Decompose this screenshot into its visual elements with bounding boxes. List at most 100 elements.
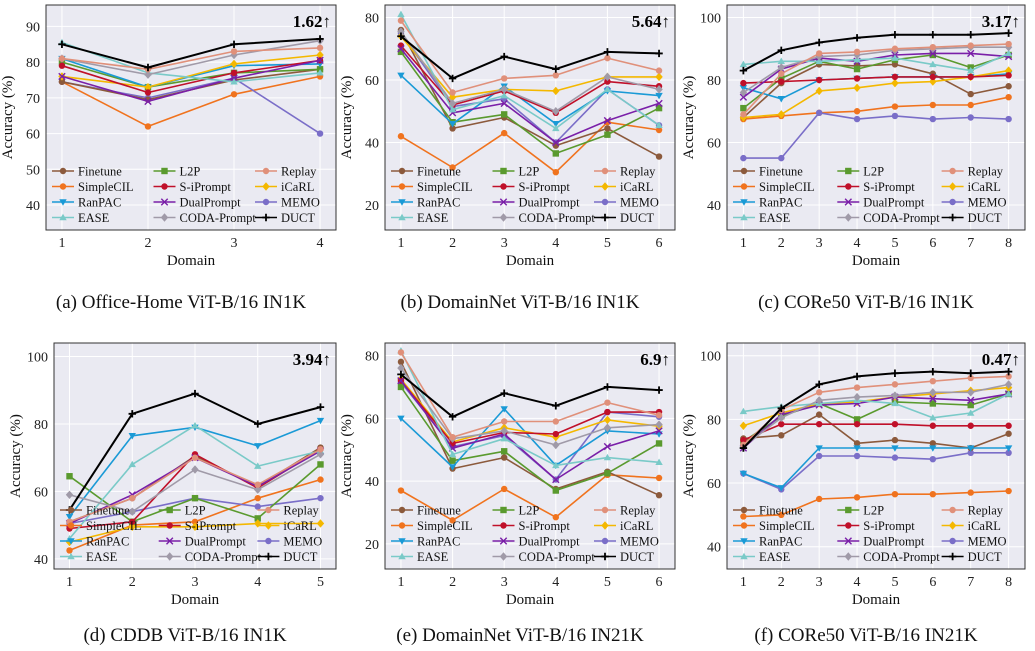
series-coda-prompt bbox=[739, 380, 1013, 451]
data-point bbox=[144, 97, 152, 106]
y-axis-label: Accuracy (%) bbox=[8, 414, 24, 498]
data-point bbox=[655, 72, 663, 82]
data-point bbox=[128, 433, 136, 440]
data-point bbox=[777, 46, 785, 55]
data-point bbox=[552, 107, 560, 116]
legend-label: DUCT bbox=[968, 550, 1002, 564]
series-line bbox=[61, 77, 321, 135]
series-line bbox=[400, 14, 660, 130]
data-point bbox=[815, 109, 823, 117]
legend-marker bbox=[844, 552, 852, 561]
data-point bbox=[891, 54, 899, 61]
data-point bbox=[448, 99, 457, 108]
series-line bbox=[61, 59, 321, 103]
legend-label: Replay bbox=[620, 165, 656, 179]
data-point bbox=[1005, 449, 1012, 457]
series-line bbox=[742, 393, 1009, 449]
legend-marker bbox=[161, 167, 168, 175]
y-tick-label: 100 bbox=[27, 350, 48, 365]
data-point bbox=[815, 76, 823, 84]
data-point bbox=[967, 489, 974, 496]
x-axis-label: Domain bbox=[506, 253, 555, 269]
series-simplecil bbox=[740, 487, 1012, 520]
data-point bbox=[1004, 380, 1013, 389]
x-axis-label: Domain bbox=[506, 592, 555, 608]
data-point bbox=[552, 168, 560, 176]
data-point bbox=[500, 91, 508, 99]
data-point bbox=[449, 164, 456, 171]
data-point bbox=[967, 90, 974, 98]
x-tick-label: 1 bbox=[397, 236, 404, 251]
legend-label: S-iPrompt bbox=[519, 180, 571, 194]
data-point bbox=[853, 83, 861, 93]
legend-label: Finetune bbox=[759, 165, 803, 179]
data-point bbox=[144, 70, 152, 79]
legend-label: iCaRL bbox=[620, 519, 653, 533]
legend-marker bbox=[845, 506, 852, 514]
legend-label: MEMO bbox=[620, 535, 659, 549]
x-tick-label: 5 bbox=[604, 236, 611, 251]
data-point bbox=[58, 72, 66, 81]
data-point bbox=[230, 48, 238, 55]
y-tick-label: 80 bbox=[707, 413, 721, 428]
legend-marker bbox=[844, 537, 852, 545]
data-point bbox=[128, 410, 136, 418]
legend-label: iCaRL bbox=[620, 180, 653, 194]
data-point bbox=[929, 49, 937, 58]
data-point bbox=[967, 449, 974, 457]
legend-marker bbox=[740, 213, 748, 221]
legend-marker bbox=[949, 506, 956, 514]
series-line bbox=[400, 31, 660, 113]
data-point bbox=[778, 78, 785, 85]
data-point bbox=[891, 381, 899, 388]
data-point bbox=[853, 445, 861, 452]
data-point bbox=[929, 115, 937, 123]
legend-label: S-iPrompt bbox=[185, 519, 237, 533]
legend-label: DualPrompt bbox=[863, 535, 925, 549]
legend-marker bbox=[740, 199, 748, 206]
series-line bbox=[61, 75, 321, 128]
legend-marker bbox=[949, 167, 956, 175]
series-line bbox=[61, 57, 321, 88]
data-point bbox=[655, 386, 663, 394]
legend-marker bbox=[67, 522, 75, 529]
series-duct bbox=[397, 370, 663, 421]
data-point bbox=[397, 48, 405, 56]
data-point bbox=[1005, 487, 1012, 495]
data-point bbox=[449, 433, 456, 441]
series-line bbox=[743, 451, 1009, 491]
legend-label: DUCT bbox=[620, 211, 654, 225]
x-tick-label: 1 bbox=[740, 575, 747, 590]
data-point bbox=[397, 17, 405, 24]
legend-marker bbox=[264, 521, 273, 530]
data-point bbox=[230, 50, 238, 60]
series-line bbox=[61, 37, 321, 69]
legend-marker bbox=[264, 552, 273, 561]
legend-label: EASE bbox=[417, 550, 449, 564]
legend-label: S-iPrompt bbox=[519, 519, 571, 533]
series-replay bbox=[397, 349, 663, 441]
data-point bbox=[604, 131, 611, 138]
plot-frame bbox=[726, 342, 1026, 570]
data-point bbox=[1004, 29, 1013, 37]
legend-label: iCaRL bbox=[283, 519, 316, 533]
legend-label: L2P bbox=[863, 504, 884, 518]
x-tick-label: 1 bbox=[58, 236, 65, 251]
legend-label: EASE bbox=[78, 211, 110, 225]
data-point bbox=[891, 369, 899, 377]
data-point bbox=[316, 519, 325, 528]
data-point bbox=[191, 518, 199, 525]
series-replay bbox=[397, 17, 663, 96]
data-point bbox=[449, 89, 456, 96]
data-point bbox=[552, 65, 560, 73]
data-point bbox=[929, 445, 937, 452]
data-point bbox=[1004, 390, 1013, 397]
data-point bbox=[891, 445, 899, 452]
legend-label: DualPrompt bbox=[863, 196, 925, 210]
legend-label: MEMO bbox=[283, 535, 322, 549]
data-point bbox=[853, 452, 861, 460]
legend-marker bbox=[160, 213, 169, 222]
legend-label: L2P bbox=[185, 504, 206, 518]
legend-marker bbox=[262, 213, 270, 222]
data-point bbox=[448, 413, 457, 421]
